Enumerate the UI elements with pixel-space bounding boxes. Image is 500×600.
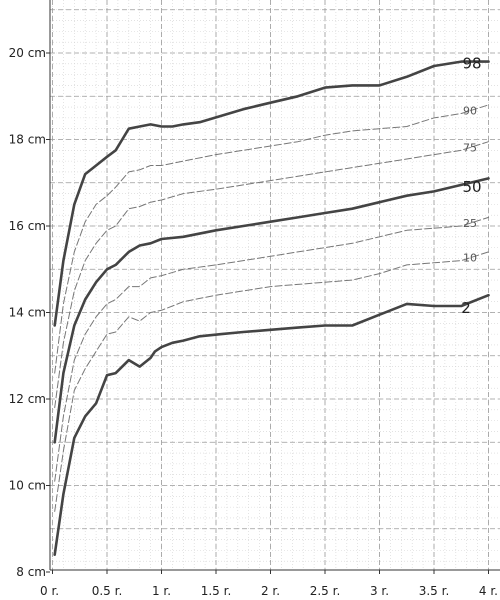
series-line-25 <box>54 216 489 482</box>
series-label-25: 25 <box>463 217 477 230</box>
series-label-98: 98 <box>462 55 481 73</box>
x-tick-label: 4 r. <box>479 584 498 598</box>
series-label-2: 2 <box>461 299 471 317</box>
series-label-90: 90 <box>463 105 477 118</box>
x-tick-label: 0.5 r. <box>92 584 123 598</box>
x-tick-label: 0 r. <box>40 584 59 598</box>
series-label-75: 75 <box>463 141 477 154</box>
x-tick-label: 1.5 r. <box>201 584 232 598</box>
series-line-75 <box>54 141 489 409</box>
x-tick-label: 1 r. <box>152 584 171 598</box>
x-tick-label: 3 r. <box>370 584 389 598</box>
series-line-2 <box>53 293 490 557</box>
y-tick-label: 16 cm <box>9 219 46 233</box>
series-labels: 2 10 25 50 75 90 98 <box>461 55 481 317</box>
series-line-98 <box>53 60 490 327</box>
x-tick-label: 3.5 r. <box>419 584 450 598</box>
series-line-50 <box>53 177 490 444</box>
y-tick-label: 10 cm <box>9 479 46 493</box>
x-tick-label: 2 r. <box>261 584 280 598</box>
plot-background <box>50 0 500 570</box>
series-label-50: 50 <box>462 178 481 196</box>
series-line-90 <box>54 104 489 374</box>
y-tick-label: 18 cm <box>9 133 46 147</box>
series-lines <box>53 60 490 557</box>
y-tick-label: 14 cm <box>9 306 46 320</box>
series-label-10: 10 <box>463 252 477 265</box>
major-grid <box>50 0 500 570</box>
y-tick-label: 20 cm <box>9 46 46 60</box>
series-line-10 <box>54 251 489 512</box>
x-tick-label: 2.5 r. <box>310 584 341 598</box>
y-tick-label: 12 cm <box>9 392 46 406</box>
y-tick-label: 8 cm <box>16 565 46 579</box>
